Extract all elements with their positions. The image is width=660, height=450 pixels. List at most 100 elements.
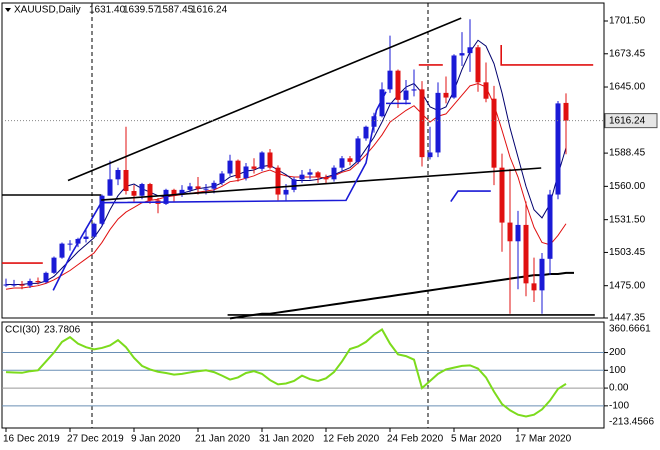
y-tick-label: -100 <box>609 400 629 411</box>
candle-body <box>19 284 25 286</box>
candle-body <box>51 257 57 273</box>
y-tick-label: 0.00 <box>609 383 629 394</box>
candle-body <box>43 272 49 283</box>
candle-body <box>459 53 465 56</box>
y-tick-label: 1560.00 <box>609 181 646 192</box>
y-tick-label: 1447.35 <box>609 313 646 324</box>
candle-body <box>163 189 169 204</box>
candle-body <box>3 284 9 286</box>
candle-body <box>475 47 481 83</box>
candle-body <box>27 281 33 286</box>
candle-body <box>515 224 521 242</box>
candle-body <box>99 195 105 224</box>
y-tick-label: 1503.45 <box>609 247 646 258</box>
candle-body <box>323 177 329 180</box>
y-tick-label: 1588.45 <box>609 148 646 159</box>
candle-body <box>419 89 425 158</box>
candle-body <box>547 194 553 259</box>
candle-body <box>563 102 569 121</box>
candle-body <box>11 284 17 286</box>
candle-body <box>115 169 121 180</box>
candle-body <box>283 189 289 195</box>
candle-body <box>235 160 241 179</box>
symbol-label: XAUUSD,Daily <box>14 5 81 16</box>
main-pane <box>1 2 605 319</box>
candle-body <box>555 103 561 195</box>
candle-body <box>531 283 537 291</box>
x-tick-label: 9 Jan 2020 <box>131 434 181 445</box>
y-tick-label: 1673.45 <box>609 48 646 59</box>
cci-line <box>5 328 567 418</box>
plot-layer: 1701.50 1673.45 1645.00 1588.45 1560.00 1531.… <box>2 16 658 445</box>
candle-body <box>203 188 209 190</box>
candle-body <box>291 179 297 190</box>
cci-current: 23.7806 <box>44 325 81 336</box>
y-limit-label: -213.4566 <box>609 417 654 428</box>
y-tick-label: 100 <box>609 365 626 376</box>
trend-line <box>450 190 491 202</box>
candle-body <box>275 167 281 195</box>
candle-body <box>387 70 393 90</box>
candle-body <box>523 224 529 284</box>
candle-body <box>347 158 353 162</box>
candle-body <box>539 258 545 291</box>
candle-body <box>187 186 193 190</box>
candle-body <box>379 89 385 117</box>
candle-body <box>139 184 145 196</box>
candle-body <box>219 173 225 183</box>
x-tick-label: 12 Feb 2020 <box>323 434 380 445</box>
ohlc-high: 1639.57 <box>123 5 160 16</box>
candle-body <box>411 89 417 91</box>
candle-body <box>179 189 185 195</box>
candle-body <box>443 92 449 98</box>
y-tick-label: 1475.00 <box>609 280 646 291</box>
trend-line <box>67 17 462 182</box>
candle-body <box>243 166 249 179</box>
candle-body <box>195 186 201 189</box>
y-tick-label: 1645.00 <box>609 82 646 93</box>
candle-body <box>227 160 233 174</box>
trend-line <box>101 167 542 201</box>
y-limit-label: 360.6661 <box>609 324 651 335</box>
candle-body <box>483 82 489 99</box>
candle-body <box>339 158 345 168</box>
candle-body <box>299 174 305 180</box>
ohlc-low: 1587.45 <box>157 5 194 16</box>
moving-average <box>5 82 567 290</box>
x-tick-label: 21 Jan 2020 <box>195 434 250 445</box>
candle-body <box>307 172 313 175</box>
candle-body <box>107 179 113 196</box>
trend-line <box>500 44 594 66</box>
trend-line <box>52 91 387 291</box>
x-tick-label: 17 Mar 2020 <box>515 434 572 445</box>
moving-average <box>229 271 574 320</box>
candle-body <box>91 223 97 237</box>
y-tick-label: 1531.50 <box>609 214 646 225</box>
candle-body <box>427 152 433 158</box>
candle-body <box>259 152 265 169</box>
x-tick-label: 16 Dec 2019 <box>3 434 60 445</box>
menu-icon[interactable] <box>5 8 11 12</box>
x-tick-label: 24 Feb 2020 <box>387 434 444 445</box>
candle-body <box>363 126 369 139</box>
candle-body <box>267 152 273 168</box>
candle-body <box>131 191 137 196</box>
candle-body <box>315 172 321 178</box>
candle-body <box>491 98 497 168</box>
candle-body <box>435 92 441 153</box>
ohlc-open: 1631.40 <box>89 5 126 16</box>
x-tick-label: 27 Dec 2019 <box>67 434 124 445</box>
candle-body <box>251 166 257 169</box>
current-price-box <box>604 113 658 129</box>
current-price-label: 1616.24 <box>609 115 646 126</box>
candle-body <box>451 55 457 98</box>
candle-body <box>499 167 505 223</box>
candle-body <box>67 243 73 245</box>
candle-body <box>123 169 129 192</box>
candle-body <box>467 47 473 54</box>
x-tick-label: 5 Mar 2020 <box>451 434 502 445</box>
cci-title: CCI(30) <box>5 325 40 336</box>
